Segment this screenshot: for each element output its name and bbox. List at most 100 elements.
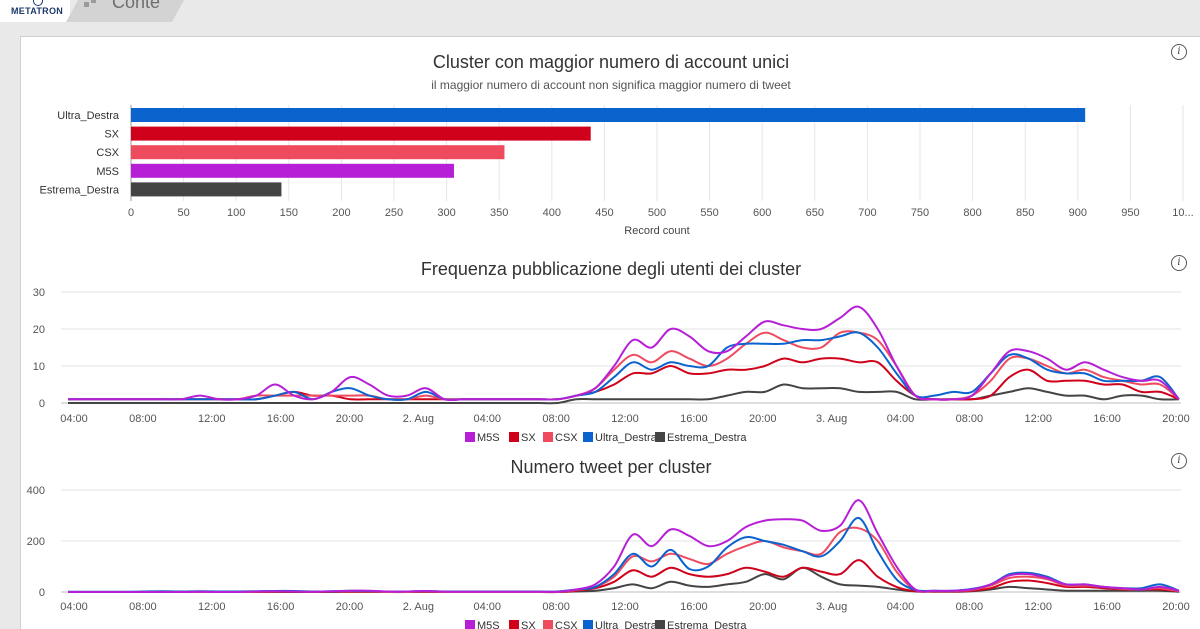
series-line-csx xyxy=(68,526,1180,594)
series-line-m5s xyxy=(68,305,1180,402)
dashboard-panel: Cluster con maggior numero di account un… xyxy=(20,36,1200,629)
tick-label-x: 12:00 xyxy=(1024,413,1052,425)
info-icon-tweets[interactable]: i xyxy=(1171,453,1187,469)
tick-label-y: 30 xyxy=(33,287,45,299)
series-line-estrema-destra xyxy=(68,566,1180,594)
tick-label-x: 950 xyxy=(1121,207,1139,219)
bar-csx xyxy=(131,145,505,160)
category-label: SX xyxy=(104,129,119,141)
tick-label-y: 20 xyxy=(33,324,45,336)
tick-label-x: 04:00 xyxy=(473,601,501,613)
series-line-sx xyxy=(68,357,1180,401)
tick-label-y: 0 xyxy=(39,587,45,599)
logo[interactable]: METATRON xyxy=(0,0,70,22)
legend-label: Ultra_Destra xyxy=(595,620,658,629)
tick-label-x: 16:00 xyxy=(267,601,295,613)
tick-label-x: 16:00 xyxy=(680,413,708,425)
tick-label-x: 16:00 xyxy=(267,413,295,425)
legend-swatch xyxy=(465,432,475,442)
legend-label: M5S xyxy=(477,620,500,629)
tick-label-x: 16:00 xyxy=(1093,601,1121,613)
tick-label-x: 800 xyxy=(963,207,981,219)
tick-label-y: 400 xyxy=(27,485,45,497)
tick-label-x: 400 xyxy=(543,207,561,219)
top-bar: METATRON Conte xyxy=(0,0,1200,22)
tick-label-x: 08:00 xyxy=(129,413,157,425)
tick-label-x: 550 xyxy=(700,207,718,219)
tick-label-x: 3. Aug xyxy=(816,601,847,613)
tick-label-x: 900 xyxy=(1069,207,1087,219)
bar-sx xyxy=(131,126,591,141)
charts-canvas: Cluster con maggior numero di account un… xyxy=(27,52,1194,629)
tick-label-x: 20:00 xyxy=(336,413,364,425)
info-icon-accounts[interactable]: i xyxy=(1171,44,1187,60)
legend-swatch xyxy=(509,620,519,629)
legend-label: Estrema_Destra xyxy=(667,620,747,629)
legend-swatch xyxy=(465,620,475,629)
tick-label-x: 600 xyxy=(753,207,771,219)
category-label: Estrema_Destra xyxy=(40,184,120,196)
tick-label-x: 20:00 xyxy=(1162,413,1190,425)
chart-title-frequency: Frequenza pubblicazione degli utenti dei… xyxy=(421,259,801,279)
chart-title-tweets: Numero tweet per cluster xyxy=(510,457,711,477)
tick-label-x: 200 xyxy=(332,207,350,219)
tick-label-x: 08:00 xyxy=(956,413,984,425)
tick-label-x: 100 xyxy=(227,207,245,219)
tick-label-x: 12:00 xyxy=(611,601,639,613)
category-label: Ultra_Destra xyxy=(57,110,120,122)
tick-label-x: 08:00 xyxy=(956,601,984,613)
legend-label: Ultra_Destra xyxy=(595,432,658,444)
tick-label-x: 12:00 xyxy=(198,413,226,425)
breadcrumb[interactable] xyxy=(66,0,184,22)
legend-swatch xyxy=(543,432,553,442)
tick-label-y: 200 xyxy=(27,536,45,548)
tick-label-x: 04:00 xyxy=(887,601,915,613)
legend-swatch xyxy=(583,620,593,629)
tick-label-x: 08:00 xyxy=(542,413,570,425)
info-icon-frequency[interactable]: i xyxy=(1171,255,1187,271)
tick-label-x: 16:00 xyxy=(1093,413,1121,425)
legend-label: SX xyxy=(521,620,536,629)
legend-label: M5S xyxy=(477,432,500,444)
tick-label-x: 50 xyxy=(177,207,189,219)
legend-label: CSX xyxy=(555,620,578,629)
tick-label-x: 2. Aug xyxy=(403,601,434,613)
logo-mark-icon xyxy=(33,0,43,6)
legend-swatch xyxy=(543,620,553,629)
bar-estrema-destra xyxy=(131,182,282,197)
legend-swatch xyxy=(655,432,665,442)
legend-swatch xyxy=(509,432,519,442)
tick-label-x: 250 xyxy=(385,207,403,219)
tick-label-y: 10 xyxy=(33,361,45,373)
dashboard-icon xyxy=(84,0,96,7)
legend-swatch xyxy=(655,620,665,629)
tick-label-x: 04:00 xyxy=(473,413,501,425)
legend-label: SX xyxy=(521,432,536,444)
series-line-m5s xyxy=(68,499,1180,594)
tick-label-x: 12:00 xyxy=(198,601,226,613)
tick-label-x: 20:00 xyxy=(1162,601,1190,613)
tick-label-x: 850 xyxy=(1016,207,1034,219)
tick-label-x: 750 xyxy=(911,207,929,219)
legend-label: CSX xyxy=(555,432,578,444)
tick-label-x: 04:00 xyxy=(60,601,88,613)
tick-label-x: 650 xyxy=(806,207,824,219)
tick-label-x: 500 xyxy=(648,207,666,219)
bar-ultra-destra xyxy=(131,108,1086,122)
tick-label-x: 16:00 xyxy=(680,601,708,613)
tick-label-x: 450 xyxy=(595,207,613,219)
axis-label-x: Record count xyxy=(624,225,689,237)
tick-label-x: 12:00 xyxy=(611,413,639,425)
tick-label-x: 10... xyxy=(1172,207,1193,219)
tick-label-x: 20:00 xyxy=(336,601,364,613)
tick-label-x: 3. Aug xyxy=(816,413,847,425)
logo-text: METATRON xyxy=(11,6,64,16)
tick-label-x: 2. Aug xyxy=(403,413,434,425)
category-label: M5S xyxy=(96,166,119,178)
breadcrumb-label: Conte xyxy=(112,0,161,12)
legend-swatch xyxy=(583,432,593,442)
tick-label-x: 0 xyxy=(128,207,134,219)
legend-label: Estrema_Destra xyxy=(667,432,747,444)
tick-label-y: 0 xyxy=(39,398,45,410)
category-label: CSX xyxy=(96,147,119,159)
